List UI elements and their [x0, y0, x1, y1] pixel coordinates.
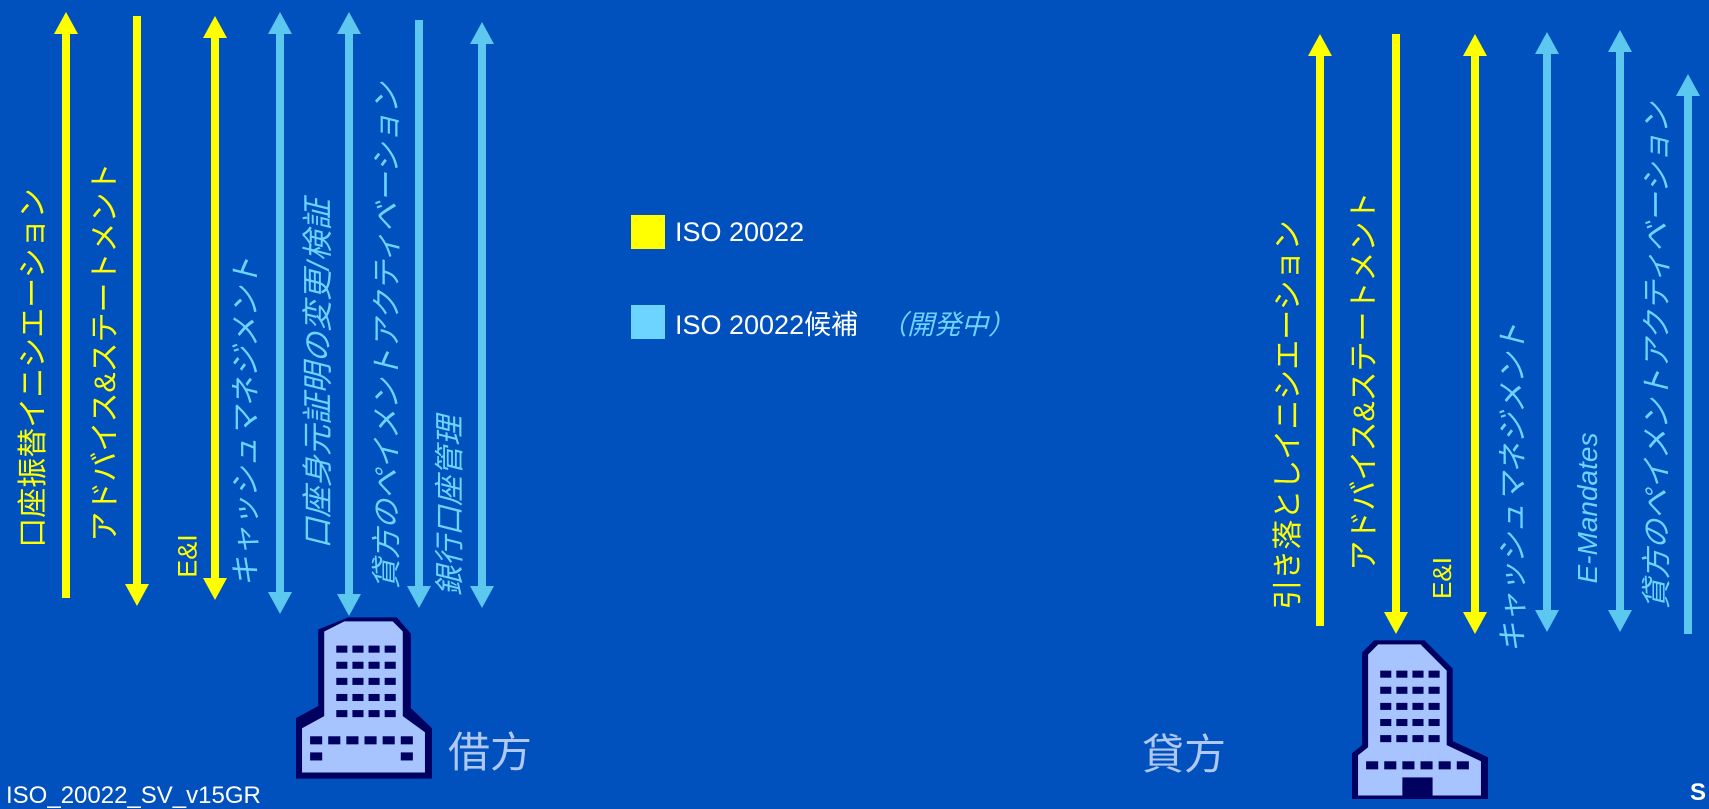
- footer-right: S: [1690, 779, 1707, 806]
- debtor-flow-arrow-3: [276, 30, 284, 596]
- debtor-flow-label-1: アドバイス&ステートメント: [89, 162, 122, 542]
- creditor-flow-label-2: E&I: [1427, 557, 1457, 599]
- creditor-flow-label-0: 引き落としイニシエーション: [1272, 220, 1305, 610]
- footer-left: ISO_20022_SV_v15GR: [6, 782, 261, 809]
- debtor-flow-arrow-0: [62, 30, 70, 598]
- creditor-arrowhead-down-2: [1463, 612, 1487, 634]
- debtor-arrowhead-up-3: [268, 12, 292, 34]
- debtor-arrowhead-down-6: [470, 586, 494, 608]
- creditor-flow-arrow-2: [1471, 52, 1479, 616]
- creditor-flow-arrow-3: [1543, 50, 1551, 614]
- debtor-arrowhead-down-5: [407, 586, 431, 608]
- debtor-arrowhead-down-4: [337, 594, 361, 616]
- debtor-flow-label-3: キャッシュマネジメント: [230, 257, 263, 587]
- creditor-flow-arrow-5: [1684, 92, 1692, 634]
- debtor-arrowhead-down-2: [203, 578, 227, 600]
- legend-swatch-candidate: [631, 305, 665, 339]
- creditor-building-icon: [1352, 640, 1488, 799]
- creditor-arrowhead-down-4: [1608, 610, 1632, 632]
- creditor-arrowhead-up-0: [1308, 34, 1332, 56]
- creditor-flow-label-3: キャッシュマネジメント: [1497, 323, 1530, 653]
- legend-item-candidate: ISO 20022候補 （開発中）: [631, 305, 1016, 340]
- creditor-arrowhead-up-2: [1463, 34, 1487, 56]
- debtor-flow-label-0: 口座振替イニシエーション: [17, 188, 50, 548]
- creditor-flow-arrow-1: [1392, 34, 1400, 616]
- creditor-flow-arrow-0: [1316, 52, 1324, 626]
- debtor-label: 借方: [448, 729, 533, 776]
- legend-swatch-iso: [631, 215, 665, 249]
- debtor-flow-arrow-1: [133, 16, 141, 588]
- debtor-arrowhead-up-0: [54, 12, 78, 34]
- legend-label-candidate: ISO 20022候補: [675, 309, 859, 340]
- legend-item-iso: ISO 20022: [631, 215, 804, 249]
- debtor-flow-label-4: 口座身元証明の変更/検証: [300, 199, 336, 549]
- debtor-flow-label-6: 銀行口座管理: [434, 416, 467, 596]
- debtor-flow-label-5: 貸方のペイメントアクティベーション: [371, 82, 404, 590]
- debtor-arrowhead-up-6: [470, 22, 494, 44]
- debtor-flow-arrow-2: [211, 34, 219, 582]
- debtor-arrowhead-up-4: [337, 12, 361, 34]
- debtor-arrowhead-up-2: [203, 16, 227, 38]
- creditor-flow-label-1: アドバイス&ステートメント: [1348, 191, 1381, 571]
- creditor-arrowhead-up-3: [1535, 32, 1559, 54]
- debtor-arrowhead-down-3: [268, 592, 292, 614]
- creditor-arrowhead-up-4: [1608, 30, 1632, 52]
- creditor-arrowhead-down-3: [1535, 610, 1559, 632]
- creditor-arrowhead-down-1: [1384, 612, 1408, 634]
- debtor-flow-arrow-6: [478, 40, 486, 590]
- creditor-flow-label-4: E-Mandates: [1572, 432, 1603, 584]
- flow-arrows: [54, 12, 1700, 634]
- debtor-arrowhead-down-1: [125, 584, 149, 606]
- creditor-flow-arrow-4: [1616, 48, 1624, 614]
- debtor-flow-arrow-5: [415, 20, 423, 590]
- creditor-flow-label-5: 貸方のペイメントアクティベーション: [1641, 102, 1674, 610]
- debtor-flow-arrow-4: [345, 30, 353, 598]
- debtor-flow-label-2: E&I: [172, 534, 203, 578]
- legend-label-iso: ISO 20022: [675, 216, 805, 247]
- debtor-building-icon: [296, 617, 432, 779]
- legend-note-candidate: （開発中）: [880, 309, 1016, 340]
- creditor-arrowhead-up-5: [1676, 74, 1700, 96]
- creditor-label: 貸方: [1142, 731, 1227, 778]
